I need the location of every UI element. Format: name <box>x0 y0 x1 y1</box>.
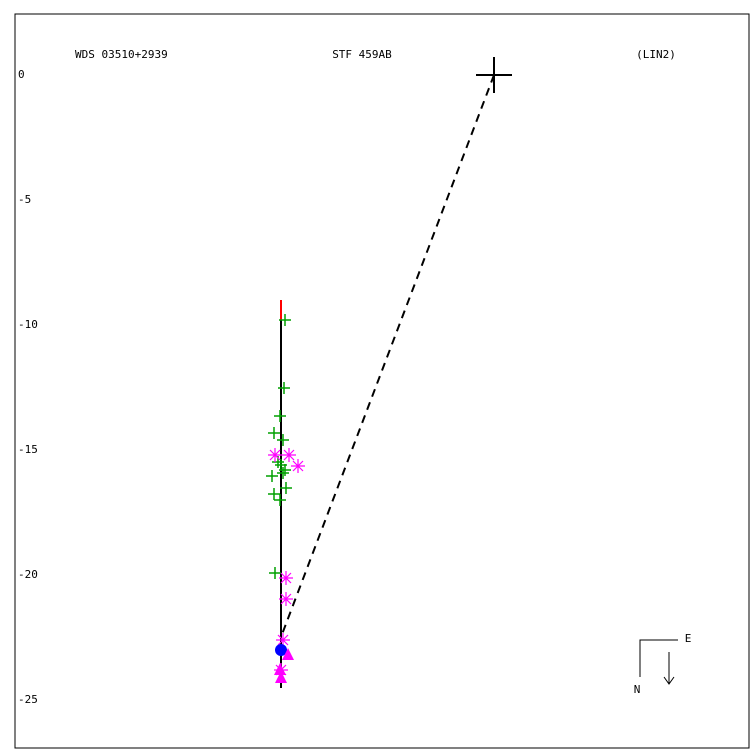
reference: (LIN2) <box>636 48 676 61</box>
observation-plus <box>268 427 280 439</box>
observation-plus <box>279 464 291 476</box>
observation-triangle <box>275 671 287 683</box>
y-tick-label: -20 <box>18 568 38 581</box>
compass-arrowhead <box>663 676 675 685</box>
trace-line <box>280 74 495 638</box>
y-tick-label: -5 <box>18 193 31 206</box>
observation-bigplus <box>476 57 512 93</box>
observation-asterisk <box>279 571 293 585</box>
compass: E N <box>634 632 692 696</box>
y-tick-label: -25 <box>18 693 38 706</box>
observation-asterisk <box>282 448 296 462</box>
observation-plus <box>277 467 289 479</box>
y-tick-label: 0 <box>18 68 25 81</box>
observation-plus <box>279 314 291 326</box>
observation-plus <box>269 567 281 579</box>
observation-plus <box>277 434 289 446</box>
observation-asterisk <box>291 459 305 473</box>
observation-asterisk <box>276 633 290 647</box>
chart-title: STF 459AB <box>332 48 392 61</box>
observation-plus <box>268 488 280 500</box>
frame <box>14 13 750 749</box>
observation-plus <box>280 482 292 494</box>
observation-triangle <box>282 648 294 660</box>
observation-circle <box>275 644 287 656</box>
star-id: WDS 03510+2939 <box>75 48 168 61</box>
y-tick-label: -15 <box>18 443 38 456</box>
observation-plus <box>278 382 290 394</box>
compass-north: N <box>634 683 641 696</box>
compass-east: E <box>685 632 692 645</box>
compass-frame <box>639 639 678 677</box>
observation-plus <box>274 410 286 422</box>
observation-plus <box>266 470 278 482</box>
y-tick-label: -10 <box>18 318 38 331</box>
observation-asterisk <box>268 448 282 462</box>
observation-asterisk <box>279 592 293 606</box>
observation-triangle <box>274 663 286 675</box>
observation-plus <box>274 494 286 506</box>
